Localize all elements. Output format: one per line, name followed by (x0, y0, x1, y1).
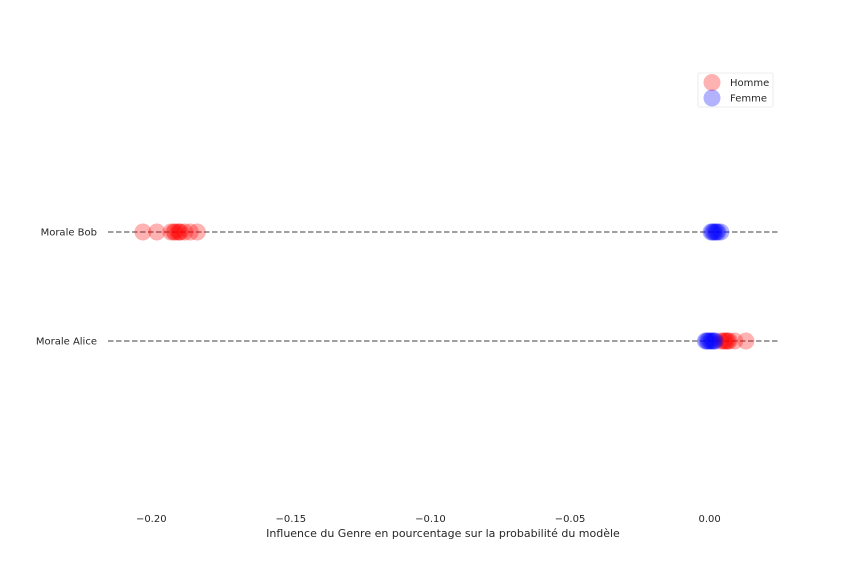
point-femme-morale-alice-10 (701, 332, 719, 350)
point-homme-morale-alice-12 (715, 332, 733, 350)
point-homme-morale-alice-16 (720, 332, 738, 350)
legend-frame (697, 72, 774, 108)
point-homme-morale-alice-17 (726, 332, 744, 350)
point-homme-morale-alice-18 (737, 332, 755, 350)
x-tick-label-4: 0.00 (698, 514, 720, 525)
point-homme-morale-bob-2 (162, 223, 180, 241)
x-tick-label-3: −0.05 (555, 514, 586, 525)
point-homme-morale-bob-0 (134, 223, 152, 241)
x-tick-label-1: −0.15 (276, 514, 307, 525)
x-axis-label: Influence du Genre en pourcentage sur la… (266, 527, 620, 540)
y-tick-labels: Morale Bob Morale Alice (36, 228, 97, 348)
data-points (134, 223, 755, 350)
point-femme-morale-alice-9 (699, 332, 717, 350)
point-femme-morale-bob-5 (709, 223, 727, 241)
point-homme-morale-bob-1 (148, 223, 166, 241)
point-femme-morale-alice-12 (703, 332, 721, 350)
point-femme-morale-alice-13 (705, 332, 723, 350)
point-homme-morale-alice-11 (712, 332, 730, 350)
point-femme-morale-alice-11 (702, 332, 720, 350)
y-tick-label-morale-alice: Morale Alice (36, 337, 97, 348)
reference-lines (108, 231, 778, 342)
point-homme-morale-alice-15 (719, 332, 737, 350)
point-homme-morale-bob-4 (166, 223, 184, 241)
point-homme-morale-bob-3 (165, 223, 183, 241)
x-tick-label-0: −0.20 (136, 514, 167, 525)
point-homme-morale-bob-8 (176, 223, 194, 241)
point-homme-morale-bob-7 (172, 223, 190, 241)
legend: Homme Femme (697, 72, 774, 108)
y-tick-label-morale-bob: Morale Bob (41, 228, 97, 239)
point-femme-morale-bob-3 (706, 223, 724, 241)
point-homme-morale-bob-5 (169, 223, 187, 241)
point-femme-morale-bob-4 (708, 223, 726, 241)
point-femme-morale-bob-0 (702, 223, 720, 241)
x-tick-label-2: −0.10 (415, 514, 446, 525)
point-homme-morale-bob-10 (188, 223, 206, 241)
point-femme-morale-alice-7 (696, 332, 714, 350)
legend-label-femme: Femme (730, 94, 767, 105)
legend-label-homme: Homme (730, 78, 769, 89)
point-femme-morale-bob-2 (705, 223, 723, 241)
legend-marker-femme (703, 89, 721, 107)
point-femme-morale-alice-14 (706, 332, 724, 350)
point-homme-morale-alice-13 (716, 332, 734, 350)
point-homme-morale-alice-14 (717, 332, 735, 350)
x-tick-labels: −0.20 −0.15 −0.10 −0.05 0.00 (136, 514, 721, 525)
point-femme-morale-bob-1 (703, 223, 721, 241)
point-femme-morale-alice-8 (698, 332, 716, 350)
point-femme-morale-bob-6 (712, 223, 730, 241)
legend-marker-homme (703, 74, 721, 91)
point-homme-morale-bob-9 (181, 223, 199, 241)
point-homme-morale-bob-6 (170, 223, 188, 241)
